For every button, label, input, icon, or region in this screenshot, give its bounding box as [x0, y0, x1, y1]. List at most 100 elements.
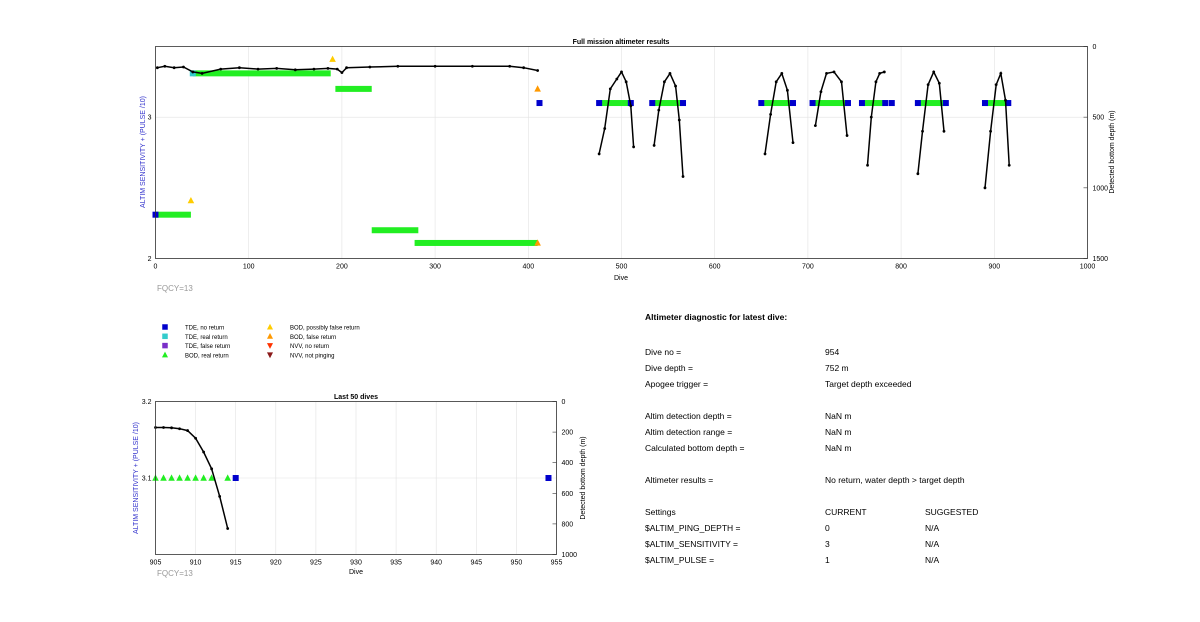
diagnostic-title: Altimeter diagnostic for latest dive:: [645, 312, 788, 322]
setting-label-ping-depth: $ALTIM_PING_DEPTH =: [645, 523, 741, 533]
depth-point: [218, 494, 222, 498]
setting-label-pulse: $ALTIM_PULSE =: [645, 555, 715, 565]
marker-band: [764, 100, 793, 107]
data-marker: [649, 100, 656, 107]
legend-label: NVV, no return: [290, 344, 329, 350]
depth-point: [340, 71, 344, 75]
depth-point: [624, 80, 628, 84]
data-marker: [329, 55, 336, 62]
depth-point: [182, 65, 185, 69]
diag-label-apogee: Apogee trigger =: [645, 379, 709, 389]
setting-suggested-sensitivity: N/A: [925, 539, 940, 549]
depth-point: [825, 71, 828, 75]
depth-point: [335, 67, 339, 71]
depth-point: [674, 84, 677, 88]
depth-point: [603, 127, 607, 130]
depth-point: [508, 64, 512, 68]
x-tick-label: 935: [390, 560, 402, 567]
data-marker: [160, 474, 167, 481]
x-tick-label: 955: [551, 560, 563, 567]
data-marker: [882, 100, 889, 107]
depth-point: [200, 71, 204, 75]
data-marker: [184, 474, 191, 481]
depth-line: [653, 71, 684, 177]
depth-point: [163, 64, 167, 68]
diag-value-apogee: Target depth exceeded: [825, 379, 912, 389]
depth-point: [615, 77, 619, 81]
data-marker: [942, 100, 949, 107]
legend-marker: [266, 323, 274, 330]
marker-band: [863, 100, 885, 107]
y-right-tick-label: 0: [1093, 44, 1097, 51]
depth-line: [866, 71, 885, 166]
diag-label-dive-depth: Dive depth =: [645, 363, 693, 373]
y-right-tick-label: 1000: [562, 552, 578, 559]
settings-header-label: Settings: [645, 507, 676, 517]
x-tick-label: 100: [243, 264, 255, 271]
x-tick-label: 600: [709, 264, 721, 271]
data-marker: [1005, 100, 1012, 107]
depth-point: [874, 80, 878, 84]
marker-band: [155, 211, 191, 218]
small-chart-xlabel: Dive: [349, 569, 363, 576]
data-marker: [680, 100, 687, 107]
depth-point: [597, 152, 601, 156]
main-chart-frame: [155, 46, 1088, 259]
depth-point: [312, 67, 316, 71]
depth-point: [916, 172, 920, 176]
diag-value-detection-depth: NaN m: [825, 411, 852, 421]
depth-point: [769, 112, 773, 116]
depth-point: [840, 80, 843, 84]
small-chart-frame: [155, 401, 557, 555]
diag-value-dive-no: 954: [825, 347, 840, 357]
marker-band: [600, 100, 631, 107]
data-marker: [534, 85, 541, 92]
depth-point: [433, 64, 437, 68]
setting-suggested-ping-depth: N/A: [925, 523, 940, 533]
depth-point: [326, 67, 330, 70]
diag-label-altimeter-results: Altimeter results =: [645, 475, 714, 485]
y-right-tick-label: 200: [562, 430, 574, 437]
depth-point: [926, 83, 930, 87]
depth-line: [984, 70, 1010, 188]
legend-label: TDE, real return: [185, 335, 228, 341]
data-marker: [534, 239, 541, 246]
depth-point: [237, 66, 241, 70]
legend-label: BOD, real return: [185, 353, 229, 359]
data-marker: [208, 474, 215, 481]
settings-header-current: CURRENT: [825, 507, 867, 517]
marker-band: [813, 100, 848, 107]
main-chart-xlabel: Dive: [614, 275, 628, 282]
depth-point: [921, 129, 924, 133]
depth-line: [917, 70, 945, 174]
data-marker: [168, 474, 175, 481]
data-marker: [545, 475, 552, 481]
diag-label-detection-depth: Altim detection depth =: [645, 411, 732, 421]
y-tick-label: 2: [148, 256, 152, 263]
x-tick-label: 1000: [1080, 264, 1096, 271]
y-right-tick-label: 400: [562, 460, 574, 467]
x-tick-label: 700: [802, 264, 814, 271]
depth-point: [652, 144, 656, 147]
x-tick-label: 400: [522, 264, 534, 271]
diag-value-dive-depth: 752 m: [825, 363, 849, 373]
depth-point: [774, 80, 778, 84]
legend-marker: [161, 351, 169, 358]
x-tick-label: 925: [310, 560, 322, 567]
marker-band: [654, 100, 683, 107]
main-chart-ylabel: ALTIM SENSITIVITY + (PULSE /10): [140, 96, 147, 208]
y-tick-label: 3: [148, 115, 152, 122]
depth-point: [155, 66, 159, 70]
legend-label: NVV, not pinging: [290, 353, 334, 359]
x-tick-label: 920: [270, 560, 282, 567]
data-marker: [789, 100, 796, 107]
depth-point: [191, 70, 195, 74]
depth-point: [210, 467, 214, 471]
depth-point: [780, 71, 784, 75]
depth-point: [763, 152, 767, 156]
data-marker: [536, 100, 543, 107]
depth-point: [608, 87, 612, 91]
data-marker: [176, 474, 183, 481]
depth-point: [186, 429, 189, 432]
